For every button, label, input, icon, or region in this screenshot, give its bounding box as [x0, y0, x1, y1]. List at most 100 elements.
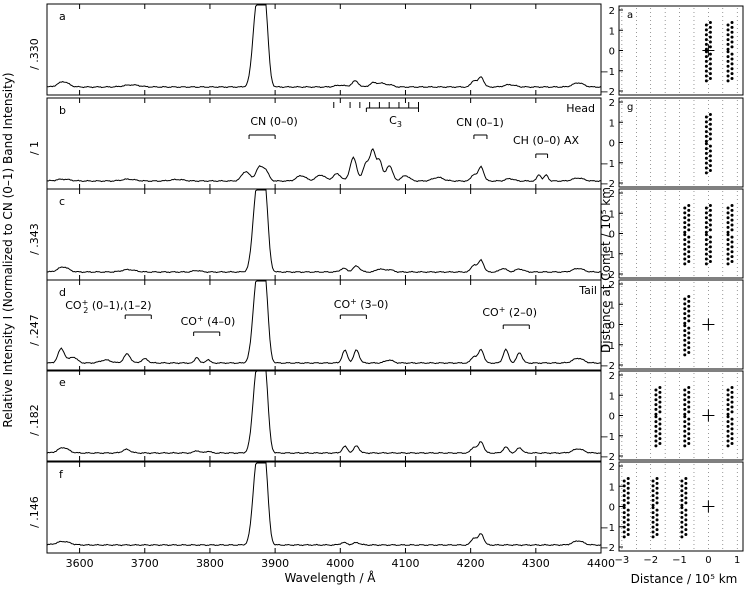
slit-point — [726, 247, 730, 251]
slit-point — [730, 395, 734, 399]
slit-point — [683, 434, 687, 438]
y-tick-label: 0 — [609, 412, 615, 423]
slit-point — [726, 407, 730, 411]
panel-scale-label: / .330 — [28, 38, 41, 70]
y-tick-label: 1 — [609, 209, 615, 220]
slit-point — [730, 417, 734, 421]
slit-point — [704, 238, 708, 242]
slit-point — [704, 74, 708, 78]
y-tick-label: −2 — [600, 179, 615, 190]
slit-point — [622, 525, 626, 529]
slit-point — [726, 429, 730, 433]
slit-point — [683, 316, 687, 320]
slit-point — [683, 439, 687, 443]
slit-point — [708, 127, 712, 131]
slit-point — [704, 247, 708, 251]
slit-point — [622, 530, 626, 534]
slit-point — [704, 151, 708, 155]
slit-point — [683, 262, 687, 266]
slit-point — [708, 250, 712, 254]
slit-point — [708, 204, 712, 208]
slit-point — [683, 312, 687, 316]
slit-point — [626, 532, 630, 536]
slit-point — [655, 528, 659, 532]
slit-point — [684, 481, 688, 485]
slit-point — [622, 503, 626, 507]
y-tick-label: −2 — [600, 270, 615, 281]
slit-point — [684, 496, 688, 500]
slit-point — [704, 28, 708, 32]
slit-point — [708, 30, 712, 34]
slit-point — [683, 407, 687, 411]
panel-frame — [46, 461, 602, 554]
slit-point — [684, 491, 688, 495]
slit-point — [655, 532, 659, 536]
slit-point — [658, 441, 662, 445]
slit-point — [704, 125, 708, 129]
slit-point — [726, 216, 730, 220]
slit-point — [683, 412, 687, 416]
slit-point — [704, 161, 708, 165]
slit-point — [622, 520, 626, 524]
y-tick-label: −1 — [600, 523, 615, 534]
y-tick-label: −2 — [600, 452, 615, 463]
slit-point — [708, 62, 712, 66]
slit-point — [651, 479, 655, 483]
slit-point — [658, 432, 662, 436]
slit-point — [654, 412, 658, 416]
y-tick-label: −2 — [600, 361, 615, 372]
y-tick-label: −2 — [600, 87, 615, 98]
slit-point — [708, 164, 712, 168]
slit-point — [658, 437, 662, 441]
slit-point — [704, 115, 708, 119]
slit-point — [651, 515, 655, 519]
slit-point — [730, 427, 734, 431]
slit-point — [687, 240, 691, 244]
slit-point — [726, 74, 730, 78]
slit-point — [704, 147, 708, 151]
slit-point — [708, 154, 712, 158]
slit-point — [730, 52, 734, 56]
panel-letter: c — [59, 195, 65, 208]
slit-point — [683, 343, 687, 347]
slit-point — [726, 420, 730, 424]
slit-point — [687, 350, 691, 354]
slit-point — [704, 225, 708, 229]
slit-point — [730, 62, 734, 66]
slit-point — [680, 503, 684, 507]
slit-point — [687, 336, 691, 340]
slit-point — [687, 295, 691, 299]
slit-point — [708, 218, 712, 222]
panel-frame — [618, 5, 744, 96]
y-tick-label: 2 — [609, 6, 615, 17]
slit-point — [651, 520, 655, 524]
x-tick-label: 4300 — [522, 557, 550, 570]
slit-point — [687, 386, 691, 390]
slit-point — [730, 432, 734, 436]
slit-point — [730, 228, 734, 232]
slit-point — [687, 255, 691, 259]
slit-point — [730, 25, 734, 29]
slit-point — [655, 477, 659, 481]
slit-point — [726, 38, 730, 42]
slit-point — [730, 223, 734, 227]
slit-point — [683, 333, 687, 337]
slit-point — [730, 235, 734, 239]
spectrum-line-a — [47, 4, 602, 89]
slit-point — [658, 410, 662, 414]
slit-point — [654, 393, 658, 397]
slit-point — [683, 348, 687, 352]
slit-point — [730, 57, 734, 61]
y-tick-label: 1 — [609, 391, 615, 402]
slit-point — [683, 424, 687, 428]
slit-point — [687, 309, 691, 313]
slit-point — [626, 523, 630, 527]
y-tick-label: 0 — [609, 139, 615, 150]
x-axis-label: Wavelength / Å — [284, 570, 376, 585]
slit-point — [684, 501, 688, 505]
panel-frame — [618, 97, 744, 188]
y-tick-label: 2 — [609, 371, 615, 382]
slit-point — [687, 299, 691, 303]
slit-point — [730, 30, 734, 34]
slit-point — [651, 530, 655, 534]
